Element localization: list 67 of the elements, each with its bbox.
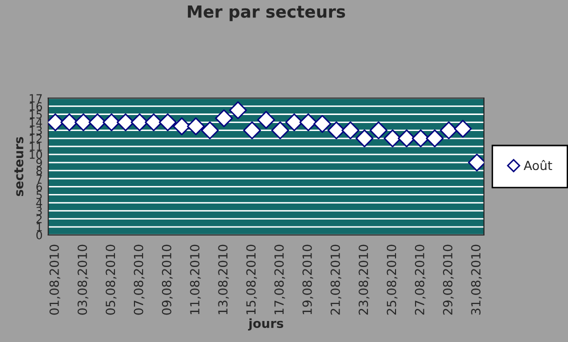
point [74,113,92,132]
x-tick-label: 25,08,2010 [386,244,398,315]
x-tick-label: 03,08,2010 [78,244,88,315]
y-tick-label: 8 [36,166,42,175]
point [271,121,290,140]
x-tick-label: 11,08,2010 [190,244,201,314]
y-tick-label: 5 [36,190,42,200]
y-tick-label: 1 [36,223,42,232]
y-tick-label: 9 [36,158,42,167]
point [426,129,444,148]
y-tick-label: 6 [36,182,42,192]
y-tick-label: 0 [36,230,42,240]
point [299,113,318,132]
x-tick-label: 23,08,2010 [358,244,370,315]
y-tick-label: 10 [30,150,42,159]
point [215,109,233,128]
x-tick-label: 09,08,2010 [162,244,173,315]
point [454,120,472,138]
x-tick-label: 27,08,2010 [414,244,426,315]
y-tick-label: 12 [30,134,42,143]
point [172,117,191,136]
x-tick-label: 01,08,2010 [49,244,60,315]
x-tick-label: 21,08,2010 [330,244,342,315]
y-tick-label: 11 [30,142,42,151]
point [229,101,247,120]
point [186,117,205,136]
point [384,129,402,148]
point [356,129,374,148]
point [158,113,177,132]
point [257,110,276,129]
y-tick-label: 15 [30,110,42,119]
point [398,129,416,148]
x-tick-label: 05,08,2010 [106,244,116,315]
point [116,113,134,132]
y-tick-label: 13 [30,126,42,135]
point [243,121,261,140]
y-tick-label: 7 [36,174,42,183]
point [342,121,360,140]
x-tick-label: 15,08,2010 [246,244,257,314]
x-axis-title: jours [248,318,284,331]
y-axis-title: secteurs [14,137,24,196]
x-tick-label: 19,08,2010 [302,244,314,314]
point [313,114,332,133]
point [440,121,458,140]
point [102,113,120,132]
y-tick-label: 2 [36,214,42,224]
y-tick-label: 4 [36,198,42,207]
point [412,129,430,148]
point [144,113,163,132]
x-tick-label: 31,08,2010 [471,244,482,315]
chart-title: Mer par secteurs [188,5,346,22]
y-tick-label: 16 [30,102,42,111]
point [88,113,106,132]
x-tick-label: 17,08,2010 [274,244,286,314]
point [130,113,149,132]
x-tick-label: 07,08,2010 [134,244,145,315]
point [60,113,78,132]
x-tick-label: 13,08,2010 [218,244,229,314]
y-tick-label: 3 [36,206,42,216]
point [327,121,346,140]
point [285,113,304,132]
legend-label: Août [524,160,552,170]
x-tick-label: 29,08,2010 [442,244,454,315]
point [200,121,219,140]
y-tick-label: 17 [30,94,42,102]
y-tick-label: 14 [30,118,42,127]
point [370,121,388,140]
